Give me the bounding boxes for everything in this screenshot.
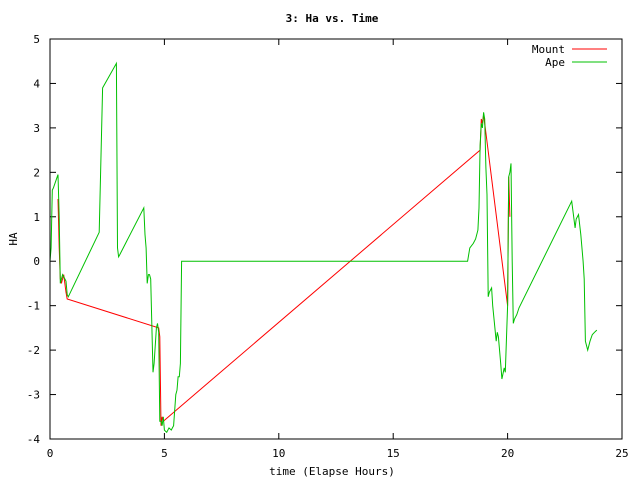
y-tick-label: 0 bbox=[33, 255, 40, 268]
y-tick-label: 2 bbox=[33, 166, 40, 179]
axis-ticks: 0 5 10 15 20 25 -4 -3 -2 -1 0 1 2 3 4 5 bbox=[27, 33, 629, 460]
y-tick-label: -2 bbox=[27, 344, 40, 357]
y-tick-label: 4 bbox=[33, 77, 40, 90]
series-layer bbox=[49, 61, 598, 434]
y-axis-label: HA bbox=[7, 232, 20, 246]
y-tick-label: -4 bbox=[27, 433, 41, 446]
x-tick-label: 15 bbox=[387, 447, 400, 460]
series-line-ape bbox=[49, 61, 598, 434]
y-tick-label: -1 bbox=[27, 300, 40, 313]
chart-title: 3: Ha vs. Time bbox=[286, 12, 379, 25]
x-tick-label: 25 bbox=[615, 447, 628, 460]
x-tick-label: 0 bbox=[47, 447, 54, 460]
x-tick-label: 20 bbox=[501, 447, 514, 460]
y-tick-label: -3 bbox=[27, 389, 40, 402]
x-tick-label: 10 bbox=[272, 447, 285, 460]
x-axis-label: time (Elapse Hours) bbox=[269, 465, 395, 478]
y-tick-label: 1 bbox=[33, 211, 40, 224]
plot-frame bbox=[49, 38, 623, 440]
y-tick-label: 5 bbox=[33, 33, 40, 46]
x-tick-label: 5 bbox=[161, 447, 168, 460]
series-line-mount bbox=[57, 114, 511, 426]
legend-label-ape: Ape bbox=[545, 56, 565, 69]
legend-label-mount: Mount bbox=[532, 43, 565, 56]
legend: Mount Ape bbox=[532, 43, 607, 69]
y-tick-label: 3 bbox=[33, 122, 40, 135]
